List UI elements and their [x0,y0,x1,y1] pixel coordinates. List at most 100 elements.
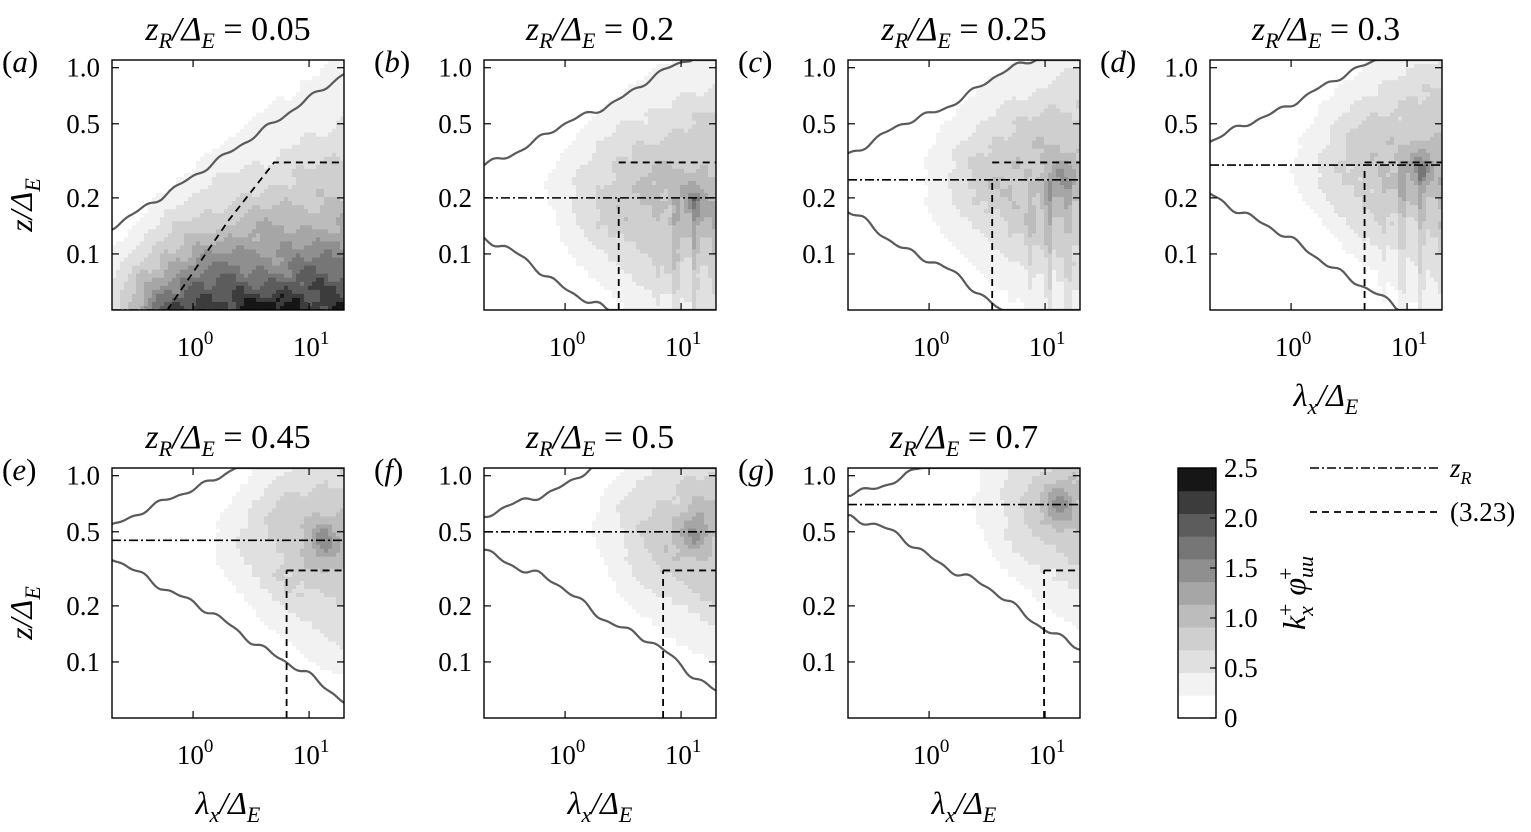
contour-cell [932,152,937,158]
contour-cell [308,172,313,178]
contour-cell [320,84,325,89]
contour-cell [576,168,581,174]
contour-cell [284,209,289,214]
contour-cell [688,213,693,218]
contour-cell [612,293,617,299]
contour-cell [248,229,253,234]
contour-cell [116,245,121,250]
contour-cell [312,136,317,142]
contour-cell [120,273,125,279]
contour-cell [608,193,613,198]
contour-cell [160,261,165,267]
contour-cell [580,197,585,202]
contour-cell [608,277,613,283]
contour-cell [272,209,277,214]
contour-cell [224,205,229,210]
contour-cell [688,164,693,170]
contour-cell [296,168,301,174]
contour-cell [600,152,605,158]
contour-cell [956,229,961,234]
contour-cell [664,197,669,202]
contour-cell [648,193,653,198]
contour-cell [652,229,657,234]
contour-cell [668,124,673,129]
contour-cell [156,241,161,246]
contour-cell [324,225,329,230]
contour-cell [232,193,237,198]
contour-cell [124,253,129,258]
contour-cell [664,217,669,222]
contour-cell [216,281,221,287]
contour-cell [692,193,697,198]
contour-cell [136,241,141,246]
contour-cell [576,176,581,182]
contour-cell [624,116,629,121]
contour-cell [632,285,637,291]
contour-cell [288,189,293,194]
contour-cell [324,152,329,158]
contour-cell [952,197,957,202]
contour-cell [312,80,317,85]
contour-cell [708,156,713,162]
contour-cell [284,265,289,271]
contour-cell [212,201,217,206]
contour-cell [296,217,301,222]
contour-cell [172,201,177,206]
contour-cell [688,136,693,142]
contour-cell [184,261,189,267]
contour-cell [292,148,297,154]
contour-cell [960,160,965,166]
contour-cell [208,201,213,206]
contour-cell [156,301,161,307]
contour-cell [316,96,321,101]
contour-cell [604,160,609,166]
contour-cell [704,237,709,242]
contour-cell [620,144,625,150]
contour-cell [160,245,165,250]
contour-cell [288,233,293,238]
contour-cell [568,148,573,154]
contour-cell [664,201,669,206]
contour-cell [692,289,697,295]
contour-cell [192,225,197,230]
contour-cell [228,225,233,230]
contour-cell [956,201,961,206]
contour-cell [256,172,261,178]
contour-cell [156,265,161,271]
contour-cell [620,168,625,174]
contour-cell [312,265,317,271]
contour-cell [560,172,565,178]
contour-cell [640,172,645,178]
contour-cell [668,197,673,202]
contour-cell [288,148,293,154]
contour-cell [152,305,157,310]
contour-cell [604,176,609,182]
contour-cell [212,209,217,214]
contour-cell [204,156,209,162]
contour-cell [232,189,237,194]
contour-cell [328,80,333,85]
contour-cell [172,189,177,194]
contour-cell [608,281,613,287]
contour-cell [180,297,185,303]
contour-cell [244,136,249,142]
contour-cell [176,301,181,307]
contour-cell [212,301,217,307]
contour-cell [156,237,161,242]
contour-cell [244,273,249,279]
contour-cell [136,293,141,299]
contour-cell [672,60,677,65]
contour-cell [652,72,657,77]
contour-cell [656,277,661,283]
contour-cell [256,257,261,263]
contour-cell [188,265,193,271]
contour-cell [976,193,981,198]
contour-cell [308,257,313,263]
contour-cell [580,217,585,222]
contour-cell [664,132,669,138]
contour-cell [640,253,645,258]
contour-cell [660,209,665,214]
contour-cell [636,96,641,101]
contour-cell [696,277,701,283]
contour-cell [676,301,681,307]
